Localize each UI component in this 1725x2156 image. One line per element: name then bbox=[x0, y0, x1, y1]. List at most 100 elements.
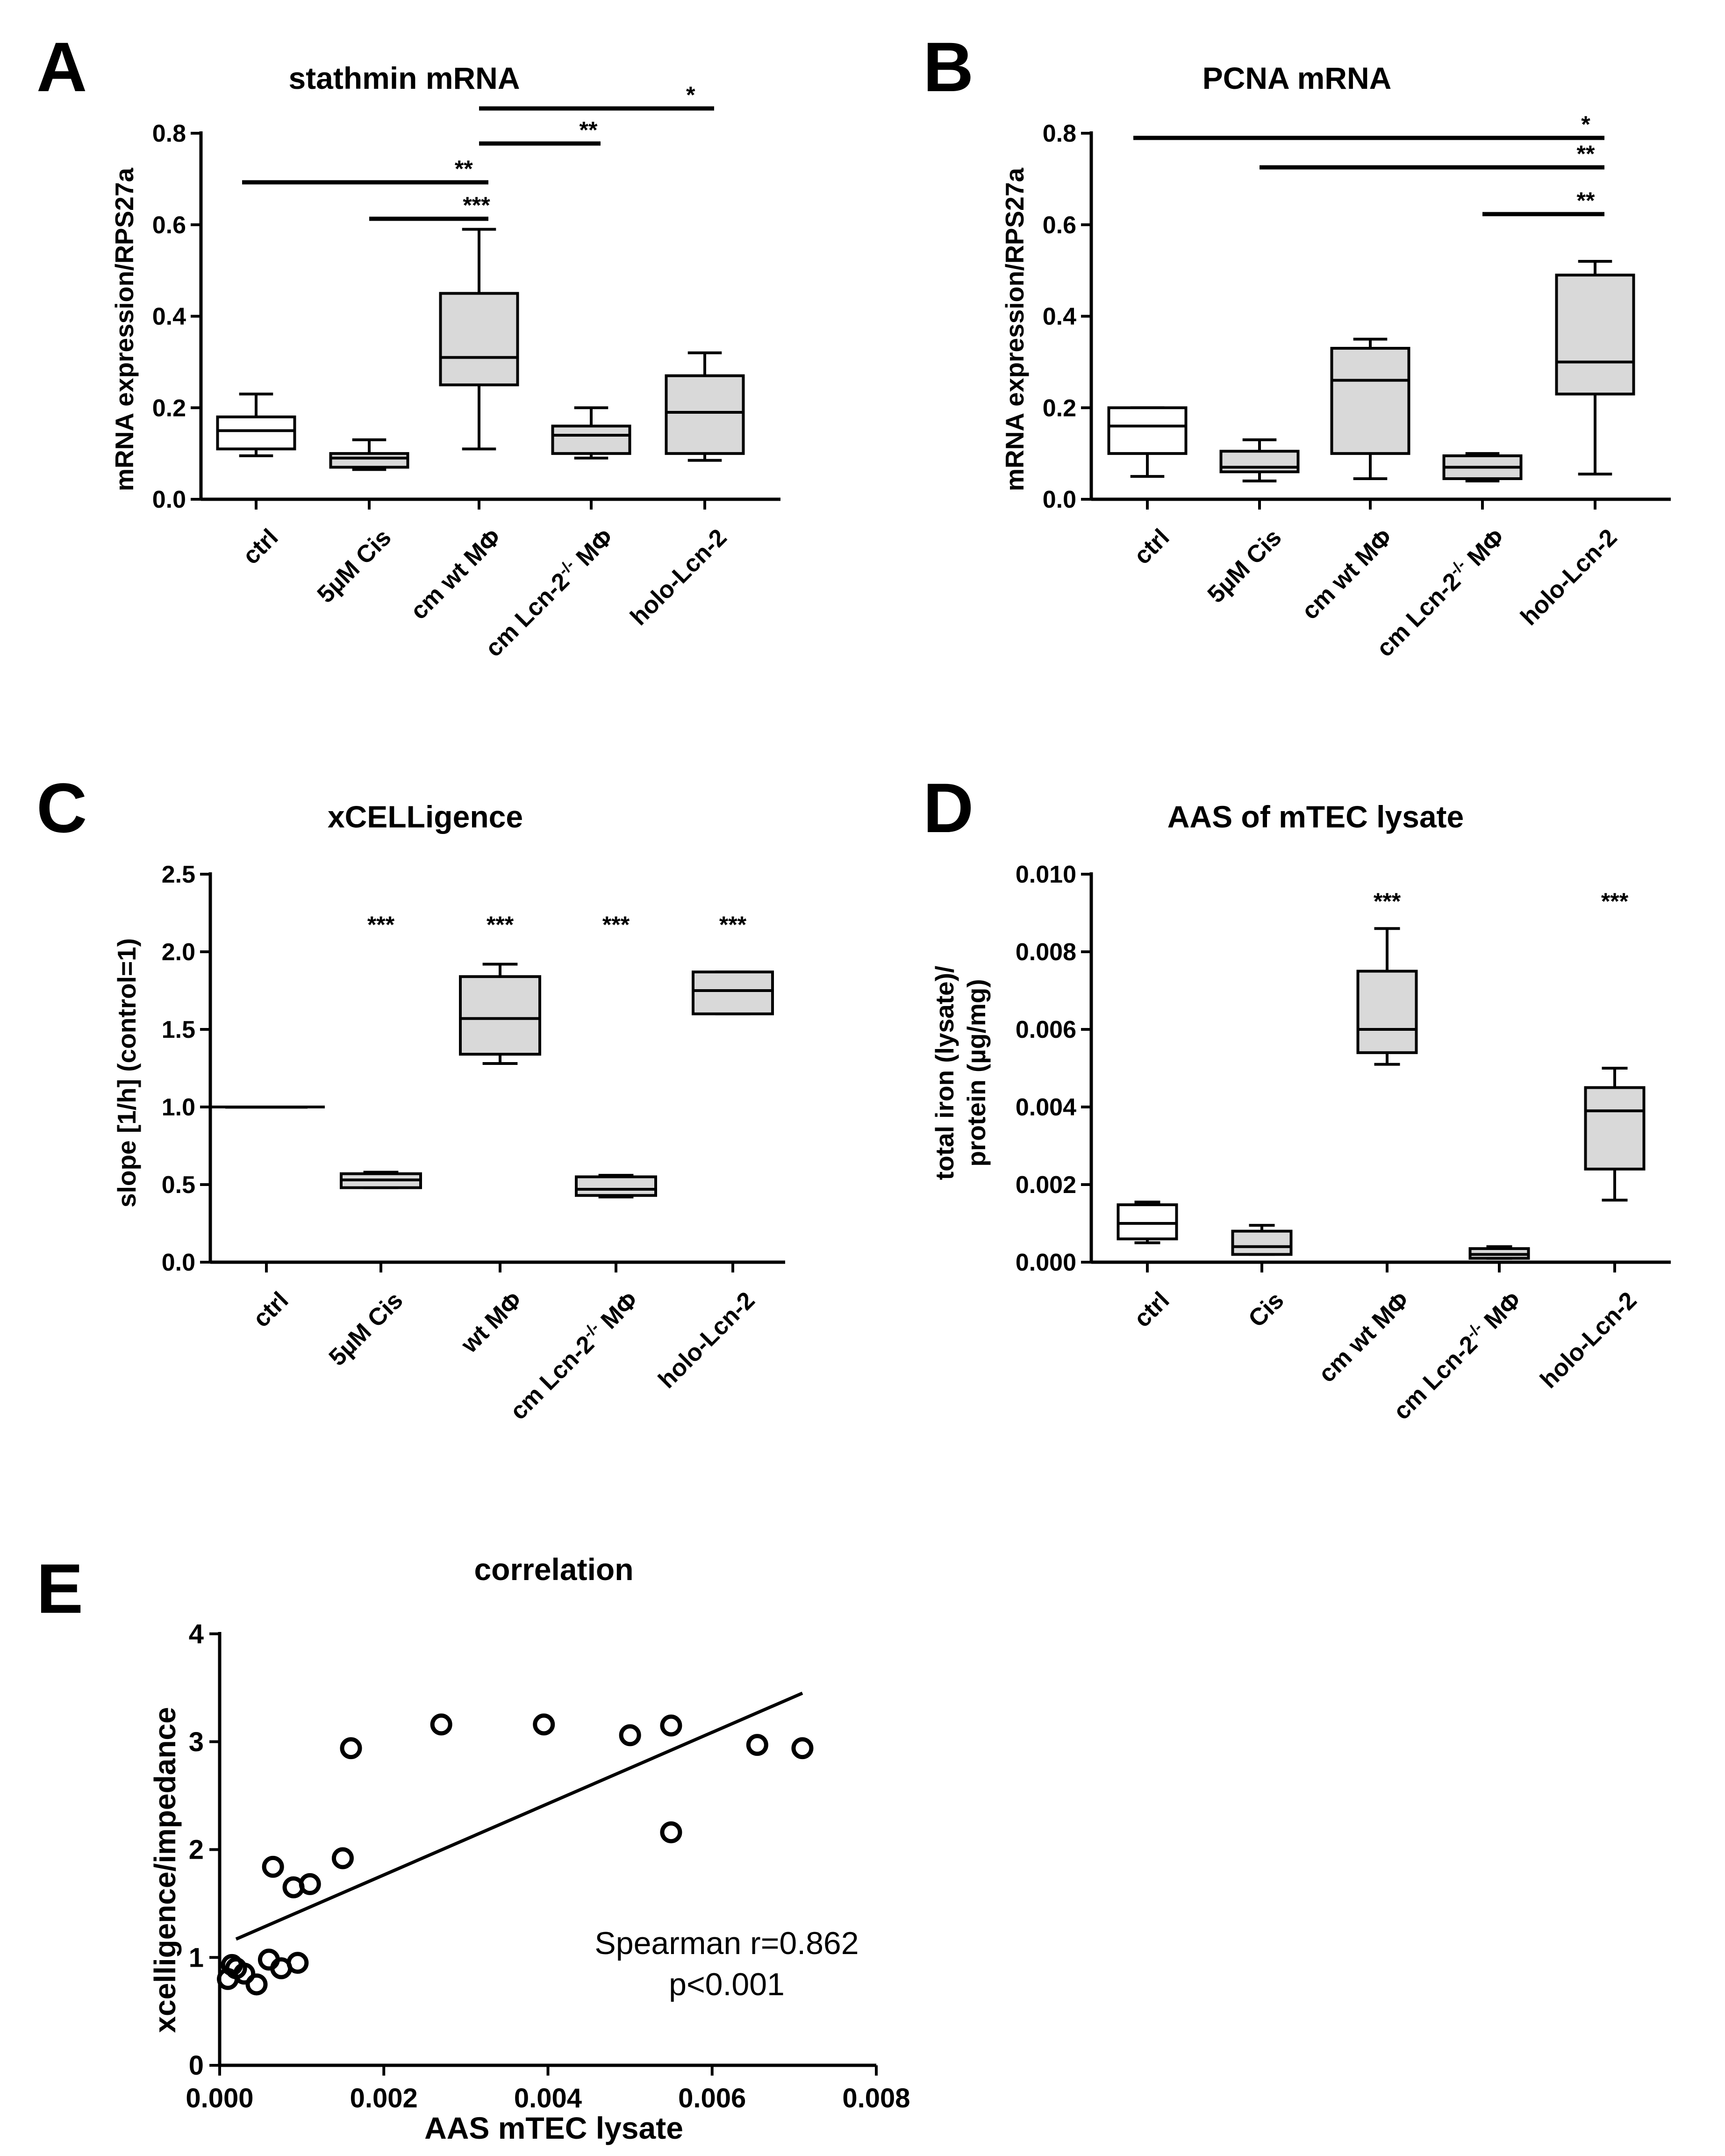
panel-d-category-label: Cis bbox=[1243, 1286, 1289, 1332]
panel-b-title: PCNA mRNA bbox=[1202, 61, 1392, 95]
panel-e-regression-line bbox=[235, 1691, 803, 1941]
panel-d-box bbox=[1356, 970, 1418, 1054]
panel-b-category-label: holo-Lcn-2 bbox=[1516, 524, 1623, 631]
panel-a-box bbox=[216, 415, 296, 451]
panel-d-category-label: holo-Lcn-2 bbox=[1535, 1286, 1642, 1394]
panel-c-ytick-label: 1.0 bbox=[162, 1094, 195, 1121]
panel-e-xtick-label: 0.002 bbox=[350, 2083, 418, 2113]
panel-a-ylabel: mRNA expression/RPS27a bbox=[110, 168, 139, 491]
panel-d-ylabel-line2: protein (µg/mg) bbox=[962, 979, 991, 1166]
panel-e-data-point bbox=[340, 1737, 362, 1760]
panel-a-box bbox=[551, 424, 631, 455]
panel-b-category-label: cm wt MΦ bbox=[1296, 524, 1397, 625]
panel-d-ytick-label: 0.002 bbox=[1016, 1171, 1076, 1199]
panel-d-star-label: *** bbox=[1374, 888, 1401, 914]
panel-b-box bbox=[1107, 406, 1188, 455]
panel-e-data-point bbox=[233, 1962, 256, 1985]
panel-e-data-point bbox=[746, 1734, 768, 1756]
panel-a-ytick-label: 0.0 bbox=[152, 486, 186, 513]
panel-b-ylabel: mRNA expression/RPS27a bbox=[1000, 168, 1029, 491]
panel-d-box bbox=[1584, 1086, 1646, 1171]
panel-e-xtick-label: 0.006 bbox=[678, 2083, 746, 2113]
panel-c-ytick-label: 1.5 bbox=[162, 1016, 195, 1043]
panel-e-data-point bbox=[299, 1873, 321, 1895]
panel-e-xtick-label: 0.004 bbox=[514, 2083, 582, 2113]
panel-a-ytick-label: 0.6 bbox=[152, 212, 186, 239]
panel-a-significance-label: * bbox=[686, 82, 695, 108]
panel-e-pvalue: p<0.001 bbox=[669, 1967, 785, 2002]
panel-e-ytick-label: 3 bbox=[189, 1727, 204, 1757]
panel-a-category-label: holo-Lcn-2 bbox=[625, 524, 732, 631]
panel-a-title: stathmin mRNA bbox=[288, 61, 520, 95]
panel-e-ytick-label: 4 bbox=[189, 1619, 204, 1649]
panel-d-title: AAS of mTEC lysate bbox=[1167, 799, 1464, 834]
panel-e-xlabel: AAS mTEC lysate bbox=[424, 2111, 683, 2145]
panel-e-data-point bbox=[660, 1821, 682, 1844]
panel-b-significance-label: ** bbox=[1577, 187, 1595, 214]
panel-d-ytick-label: 0.008 bbox=[1016, 939, 1076, 966]
panel-b-box bbox=[1555, 273, 1635, 395]
panel-d-star-label: *** bbox=[1601, 888, 1629, 914]
panel-c-ytick-label: 2.5 bbox=[162, 861, 195, 888]
panel-d-ytick-label: 0.010 bbox=[1016, 861, 1076, 888]
panel-e-data-point bbox=[331, 1847, 354, 1869]
panel-a-box bbox=[329, 452, 409, 469]
panel-e-ytick-label: 1 bbox=[189, 1942, 204, 1973]
panel-d-ytick-label: 0.004 bbox=[1016, 1094, 1076, 1121]
panel-b-ytick-label: 0.6 bbox=[1043, 212, 1076, 239]
panel-e-xtick-label: 0.008 bbox=[842, 2083, 910, 2113]
panel-c-ytick-label: 0.5 bbox=[162, 1171, 195, 1199]
panel-c-box bbox=[692, 970, 774, 1015]
panel-c-title: xCELLigence bbox=[328, 799, 523, 834]
panel-c-ytick-label: 2.0 bbox=[162, 939, 195, 966]
panel-a-category-label: 5µM Cis bbox=[312, 524, 397, 608]
panel-a-significance-label: *** bbox=[463, 192, 490, 218]
panel-c-ytick-label: 0.0 bbox=[162, 1249, 195, 1276]
panel-a-category-label: cm wt MΦ bbox=[405, 524, 506, 625]
panel-c-category-label: wt MΦ bbox=[456, 1286, 528, 1358]
panel-b-category-label: 5µM Cis bbox=[1202, 524, 1287, 608]
panel-label-c: C bbox=[36, 769, 87, 847]
panel-b-box bbox=[1330, 347, 1410, 455]
panel-b-significance-label: * bbox=[1581, 111, 1590, 137]
panel-c-category-label: holo-Lcn-2 bbox=[653, 1286, 760, 1394]
panel-c-ylabel: slope [1/h] (control=1) bbox=[112, 938, 141, 1207]
panel-b-box bbox=[1219, 450, 1300, 474]
panel-d-ylabel-line1: total iron (lysate)/ bbox=[930, 966, 959, 1180]
panel-b-ytick-label: 0.8 bbox=[1043, 120, 1076, 147]
panel-d-box bbox=[1231, 1229, 1293, 1256]
panel-c-star-label: *** bbox=[367, 912, 395, 938]
panel-e-title: correlation bbox=[474, 1552, 633, 1587]
panel-b-ytick-label: 0.0 bbox=[1043, 486, 1076, 513]
panel-e-ylabel: xcelligence/impedance bbox=[148, 1707, 182, 2033]
panel-c-category-label: 5µM Cis bbox=[324, 1286, 408, 1371]
panel-a-ytick-label: 0.4 bbox=[152, 303, 186, 331]
panel-c-star-label: *** bbox=[602, 912, 630, 938]
panel-c-star-label: *** bbox=[487, 912, 514, 938]
panel-b-category-label: ctrl bbox=[1129, 524, 1174, 569]
panel-d-ytick-label: 0.006 bbox=[1016, 1016, 1076, 1043]
panel-a-box bbox=[665, 374, 745, 455]
panel-b-significance-label: ** bbox=[1577, 141, 1595, 167]
panel-b-ytick-label: 0.4 bbox=[1043, 303, 1076, 331]
panel-a-ytick-label: 0.8 bbox=[152, 120, 186, 147]
panel-d-category-label: cm wt MΦ bbox=[1313, 1286, 1414, 1387]
panel-e-ytick-label: 2 bbox=[189, 1835, 204, 1865]
panel-a-box bbox=[439, 292, 519, 387]
panel-c-box bbox=[459, 975, 541, 1056]
panel-label-b: B bbox=[923, 28, 973, 106]
panel-e-data-point bbox=[430, 1713, 452, 1736]
panel-a-ytick-label: 0.2 bbox=[152, 395, 186, 422]
panel-e-data-point bbox=[533, 1713, 555, 1736]
panel-a-category-label: ctrl bbox=[237, 524, 283, 569]
panel-a-significance-label: ** bbox=[580, 117, 598, 143]
panel-d-ytick-label: 0.000 bbox=[1016, 1249, 1076, 1276]
panel-c-box bbox=[575, 1175, 657, 1197]
panel-d-category-label: ctrl bbox=[1129, 1286, 1174, 1332]
panel-c-category-label: ctrl bbox=[248, 1286, 293, 1332]
panel-e-spearman: Spearman r=0.862 bbox=[594, 1926, 859, 1961]
panel-e-data-point bbox=[660, 1714, 682, 1737]
